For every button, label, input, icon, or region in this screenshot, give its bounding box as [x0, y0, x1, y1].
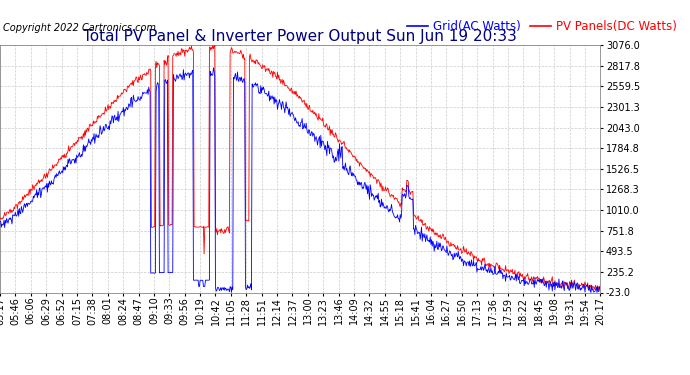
Text: Copyright 2022 Cartronics.com: Copyright 2022 Cartronics.com — [3, 23, 156, 33]
Title: Total PV Panel & Inverter Power Output Sun Jun 19 20:33: Total PV Panel & Inverter Power Output S… — [83, 29, 517, 44]
Legend: Grid(AC Watts), PV Panels(DC Watts): Grid(AC Watts), PV Panels(DC Watts) — [402, 15, 682, 38]
